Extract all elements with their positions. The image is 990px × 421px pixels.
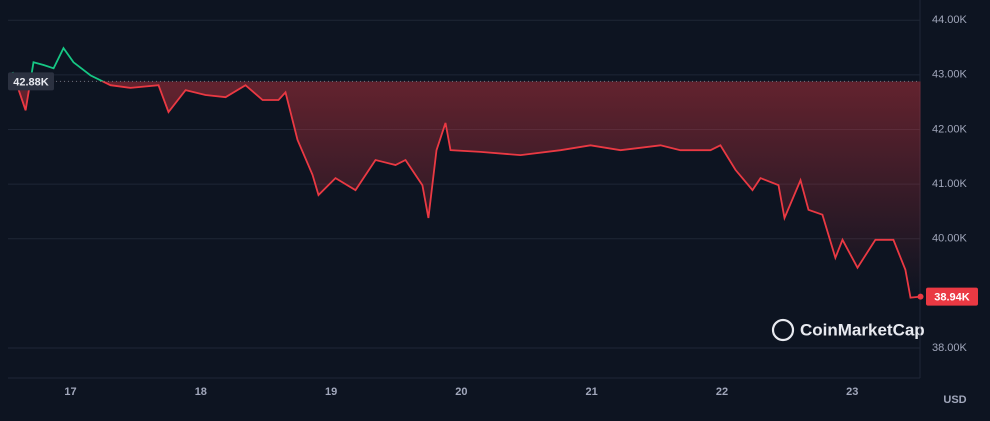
x-tick-label: 21 — [586, 386, 598, 398]
brand: CoinMarketCap — [800, 320, 925, 339]
y-tick-label: 44.00K — [932, 14, 968, 26]
y-tick-label: 38.00K — [932, 342, 968, 354]
x-tick-label: 18 — [195, 386, 207, 398]
y-tick-label: 40.00K — [932, 233, 968, 245]
x-tick-label: 17 — [64, 386, 76, 398]
y-tick-label: 41.00K — [932, 178, 968, 190]
y-tick-label: 42.00K — [932, 123, 968, 135]
brand-logo: CoinMarketCap — [771, 318, 925, 342]
last-price-label: 38.94K — [934, 292, 970, 304]
x-tick-label: 20 — [455, 386, 467, 398]
x-tick-label: 19 — [325, 386, 337, 398]
last-price-badge — [926, 287, 978, 306]
x-tick-label: 22 — [716, 386, 728, 398]
price-line-down — [14, 81, 921, 299]
reference-label: 42.88K — [13, 76, 49, 88]
x-tick-label: 23 — [846, 386, 858, 398]
area — [12, 81, 921, 298]
unit-label: USD — [943, 394, 966, 406]
y-tick-label: 43.00K — [932, 69, 968, 81]
reference-badge — [8, 72, 54, 91]
last-point — [917, 293, 924, 300]
